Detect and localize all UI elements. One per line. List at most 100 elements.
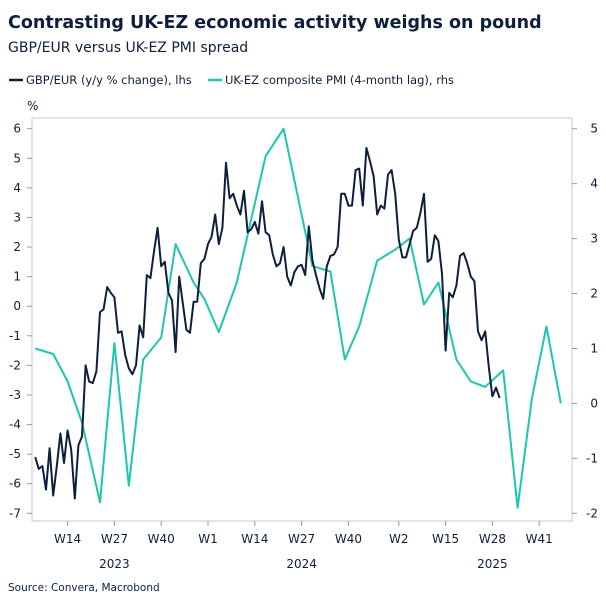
data-point xyxy=(286,276,288,278)
data-point xyxy=(517,507,519,509)
data-point xyxy=(423,193,425,195)
data-point xyxy=(434,234,436,236)
x-tick-label: W14 xyxy=(241,532,268,546)
data-point xyxy=(265,231,267,233)
data-point xyxy=(466,262,468,264)
data-point xyxy=(347,205,349,207)
data-point xyxy=(481,339,483,341)
data-point xyxy=(77,444,79,446)
data-point xyxy=(437,282,439,284)
data-point xyxy=(207,243,209,245)
data-point xyxy=(250,228,252,230)
left-tick-label: -1 xyxy=(9,329,21,343)
data-point xyxy=(423,304,425,306)
data-point xyxy=(52,353,54,355)
data-point xyxy=(355,169,357,171)
data-point xyxy=(218,243,220,245)
data-point xyxy=(214,213,216,215)
data-point xyxy=(221,227,223,229)
x-tick-label: W27 xyxy=(288,532,315,546)
data-point xyxy=(142,358,144,360)
x-year-label: 2025 xyxy=(477,557,508,571)
data-point xyxy=(491,395,493,397)
data-point xyxy=(344,358,346,360)
left-axis: 6 5 4 3 2 1 0 -1 -2 -3 -4 -5 -6 -7 xyxy=(9,122,32,520)
x-tick-label: W28 xyxy=(479,532,506,546)
data-point xyxy=(351,205,353,207)
data-point xyxy=(261,200,263,202)
data-point xyxy=(394,193,396,195)
x-tick-label: W1 xyxy=(198,532,218,546)
data-point xyxy=(243,190,245,192)
left-tick-label: -5 xyxy=(9,447,21,461)
data-point xyxy=(315,274,317,276)
data-point xyxy=(225,162,227,164)
data-point xyxy=(232,193,234,195)
right-tick-label: -2 xyxy=(586,506,598,520)
data-point xyxy=(340,193,342,195)
data-point xyxy=(308,225,310,227)
data-point xyxy=(45,489,47,491)
data-point xyxy=(193,301,195,303)
data-point xyxy=(175,351,177,353)
series-gbp-eur xyxy=(34,146,501,500)
data-point xyxy=(290,284,292,286)
series-pmi-spread xyxy=(34,127,562,509)
legend-label-pmi: UK-EZ composite PMI (4-month lag), rhs xyxy=(225,73,454,87)
data-point xyxy=(142,336,144,338)
data-point xyxy=(149,277,151,279)
right-axis: 5 4 3 2 1 0 -1 -2 xyxy=(572,122,598,520)
right-tick-label: 5 xyxy=(590,122,598,136)
chart-subtitle: GBP/EUR versus UK-EZ PMI spread xyxy=(8,40,248,56)
data-point xyxy=(203,258,205,260)
data-point xyxy=(427,261,429,263)
data-point xyxy=(437,240,439,242)
data-point xyxy=(322,298,324,300)
x-tick-label: W2 xyxy=(389,532,409,546)
data-point xyxy=(445,350,447,352)
data-point xyxy=(229,197,231,199)
data-point xyxy=(106,286,108,288)
plot-frame xyxy=(31,117,573,522)
data-point xyxy=(110,292,112,294)
left-tick-label: -2 xyxy=(9,358,21,372)
data-point xyxy=(139,324,141,326)
data-point xyxy=(380,205,382,207)
data-point xyxy=(283,128,285,130)
data-point xyxy=(88,381,90,383)
data-point xyxy=(531,397,533,399)
data-point xyxy=(34,456,36,458)
data-point xyxy=(279,262,281,264)
data-point xyxy=(311,259,313,261)
data-point xyxy=(146,274,148,276)
left-tick-label: 6 xyxy=(13,122,21,136)
data-point xyxy=(182,302,184,304)
data-point xyxy=(265,155,267,157)
data-point xyxy=(283,246,285,248)
data-point xyxy=(326,265,328,267)
data-point xyxy=(484,330,486,332)
data-point xyxy=(369,160,371,162)
data-point xyxy=(189,332,191,334)
x-year-label: 2023 xyxy=(99,557,130,571)
x-tick-label: W15 xyxy=(432,532,459,546)
data-point xyxy=(272,253,274,255)
data-point xyxy=(293,271,295,273)
left-tick-label: 0 xyxy=(13,299,21,313)
data-point xyxy=(203,298,205,300)
data-point xyxy=(67,429,69,431)
data-point xyxy=(409,243,411,245)
data-point xyxy=(63,462,65,464)
data-point xyxy=(34,347,36,349)
data-point xyxy=(157,227,159,229)
legend: GBP/EUR (y/y % change), lhs UK-EZ compos… xyxy=(9,73,454,87)
data-point xyxy=(268,234,270,236)
source-note: Source: Convera, Macrobond xyxy=(8,582,160,594)
data-point xyxy=(135,364,137,366)
x-axis: W14 W27 W40 W1 W14 W27 W40 W2 W15 W28 W41 2023 2024 2… xyxy=(54,521,553,571)
data-point xyxy=(254,221,256,223)
data-point xyxy=(164,261,166,263)
data-point xyxy=(394,249,396,251)
data-point xyxy=(301,264,303,266)
